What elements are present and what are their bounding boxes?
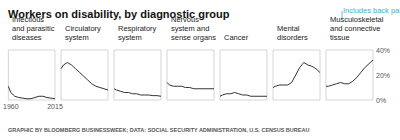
svg-text:2015: 2015 — [47, 103, 63, 110]
svg-text:0%: 0% — [376, 97, 386, 104]
svg-text:sense organs: sense organs — [171, 33, 216, 42]
svg-text:Cancer: Cancer — [224, 33, 249, 42]
svg-text:tissue: tissue — [330, 33, 350, 42]
svg-text:Infectious: Infectious — [12, 15, 44, 24]
svg-text:Workers on disability, by diag: Workers on disability, by diagnostic gro… — [8, 7, 230, 20]
svg-text:disorders: disorders — [277, 33, 308, 42]
svg-text:1960: 1960 — [3, 103, 19, 110]
svg-text:and parasitic: and parasitic — [12, 24, 55, 33]
svg-text:Circulatory: Circulatory — [65, 24, 101, 33]
svg-text:system: system — [118, 33, 142, 42]
svg-text:20%: 20% — [376, 72, 390, 79]
svg-text:Mental: Mental — [277, 24, 300, 33]
svg-text:Nervous: Nervous — [171, 15, 199, 24]
svg-text:system and: system and — [171, 24, 209, 33]
svg-text:Musculoskeletal: Musculoskeletal — [330, 15, 384, 24]
svg-text:Respiratory: Respiratory — [118, 24, 157, 33]
svg-text:Includes back pain: Includes back pain — [343, 6, 400, 15]
svg-text:system: system — [65, 33, 89, 42]
svg-text:GRAPHIC BY BLOOMBERG BUSINESSW: GRAPHIC BY BLOOMBERG BUSINESSWEEK; DATA:… — [8, 127, 309, 133]
svg-text:and connective: and connective — [330, 24, 380, 33]
svg-text:40%: 40% — [376, 47, 390, 54]
svg-text:diseases: diseases — [12, 33, 42, 42]
